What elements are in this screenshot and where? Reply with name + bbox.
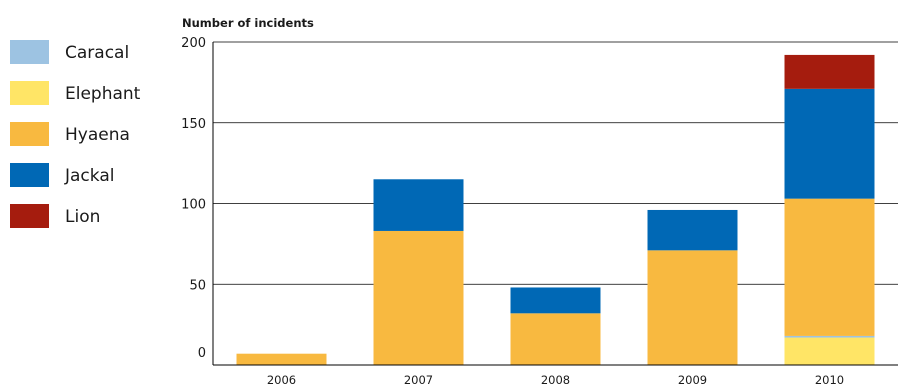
legend-label-lion: Lion <box>65 207 100 227</box>
y-tick-label: 0 <box>198 346 206 361</box>
y-tick-label: 150 <box>181 117 206 132</box>
x-tick-label: 2006 <box>267 373 296 387</box>
bar-jackal-2009 <box>647 209 738 251</box>
bar-hyaena-2010 <box>784 198 875 336</box>
y-tick-label: 50 <box>189 278 206 293</box>
legend: Caracal Elephant Hyaena Jackal Lion <box>10 40 141 228</box>
legend-label-caracal: Caracal <box>65 43 129 63</box>
bar-hyaena-2007 <box>373 230 464 365</box>
plot-area: 0 50 100 150 200 2006 2007 2008 2009 2010 <box>181 36 898 387</box>
bar-hyaena-2008 <box>510 313 601 365</box>
y-axis-label: Number of incidents <box>182 16 314 30</box>
x-tick-label: 2009 <box>678 373 707 387</box>
bar-caracal-2010 <box>784 335 875 338</box>
legend-swatch-lion <box>10 204 49 228</box>
x-tick-label: 2008 <box>541 373 570 387</box>
legend-label-hyaena: Hyaena <box>65 125 130 145</box>
bar-lion-2010 <box>784 54 875 89</box>
y-tick-label: 200 <box>181 36 206 51</box>
legend-swatch-elephant <box>10 81 49 105</box>
legend-swatch-hyaena <box>10 122 49 146</box>
legend-label-jackal: Jackal <box>64 166 114 186</box>
x-tick-label: 2007 <box>404 373 433 387</box>
bar-jackal-2008 <box>510 287 601 314</box>
legend-swatch-caracal <box>10 40 49 64</box>
x-tick-label: 2010 <box>815 373 844 387</box>
bar-elephant-2010 <box>784 337 875 365</box>
bar-hyaena-2006 <box>236 353 327 365</box>
bar-jackal-2010 <box>784 88 875 199</box>
bar-hyaena-2009 <box>647 250 738 365</box>
legend-swatch-jackal <box>10 163 49 187</box>
bar-jackal-2007 <box>373 179 464 231</box>
legend-label-elephant: Elephant <box>65 84 141 104</box>
y-tick-label: 100 <box>181 198 206 213</box>
